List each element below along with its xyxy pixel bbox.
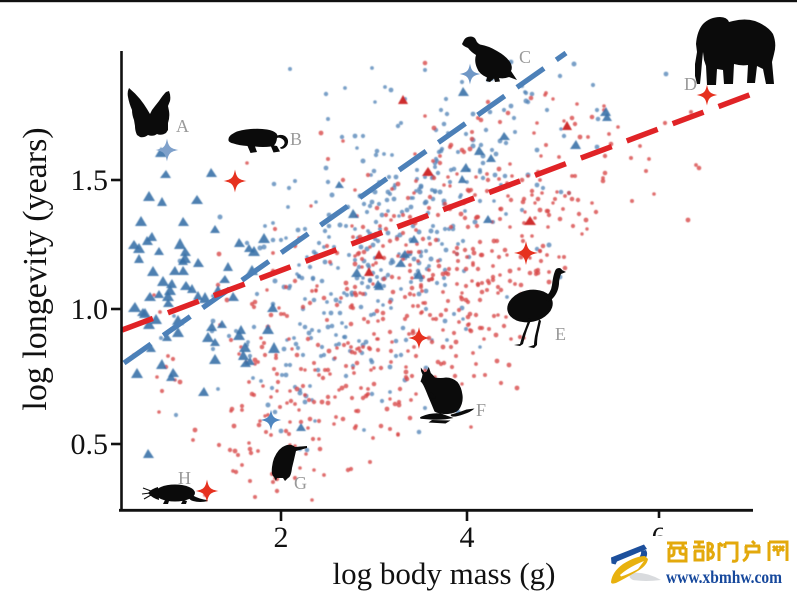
svg-text:F: F <box>476 400 486 420</box>
svg-text:E: E <box>555 324 566 344</box>
svg-text:0.5: 0.5 <box>71 428 109 461</box>
svg-text:B: B <box>290 129 302 149</box>
svg-text:D: D <box>684 74 697 94</box>
svg-text:log longevity (years): log longevity (years) <box>17 127 54 410</box>
svg-text:www.xbmhw.com: www.xbmhw.com <box>666 567 782 587</box>
svg-text:log body mass (g): log body mass (g) <box>332 556 555 591</box>
svg-text:4: 4 <box>460 521 475 554</box>
svg-text:G: G <box>294 473 307 493</box>
svg-text:1.5: 1.5 <box>71 164 109 197</box>
svg-text:1.0: 1.0 <box>71 293 109 326</box>
svg-text:C: C <box>519 47 531 67</box>
svg-text:H: H <box>178 468 191 488</box>
svg-text:2: 2 <box>274 521 289 554</box>
svg-text:A: A <box>176 116 189 136</box>
